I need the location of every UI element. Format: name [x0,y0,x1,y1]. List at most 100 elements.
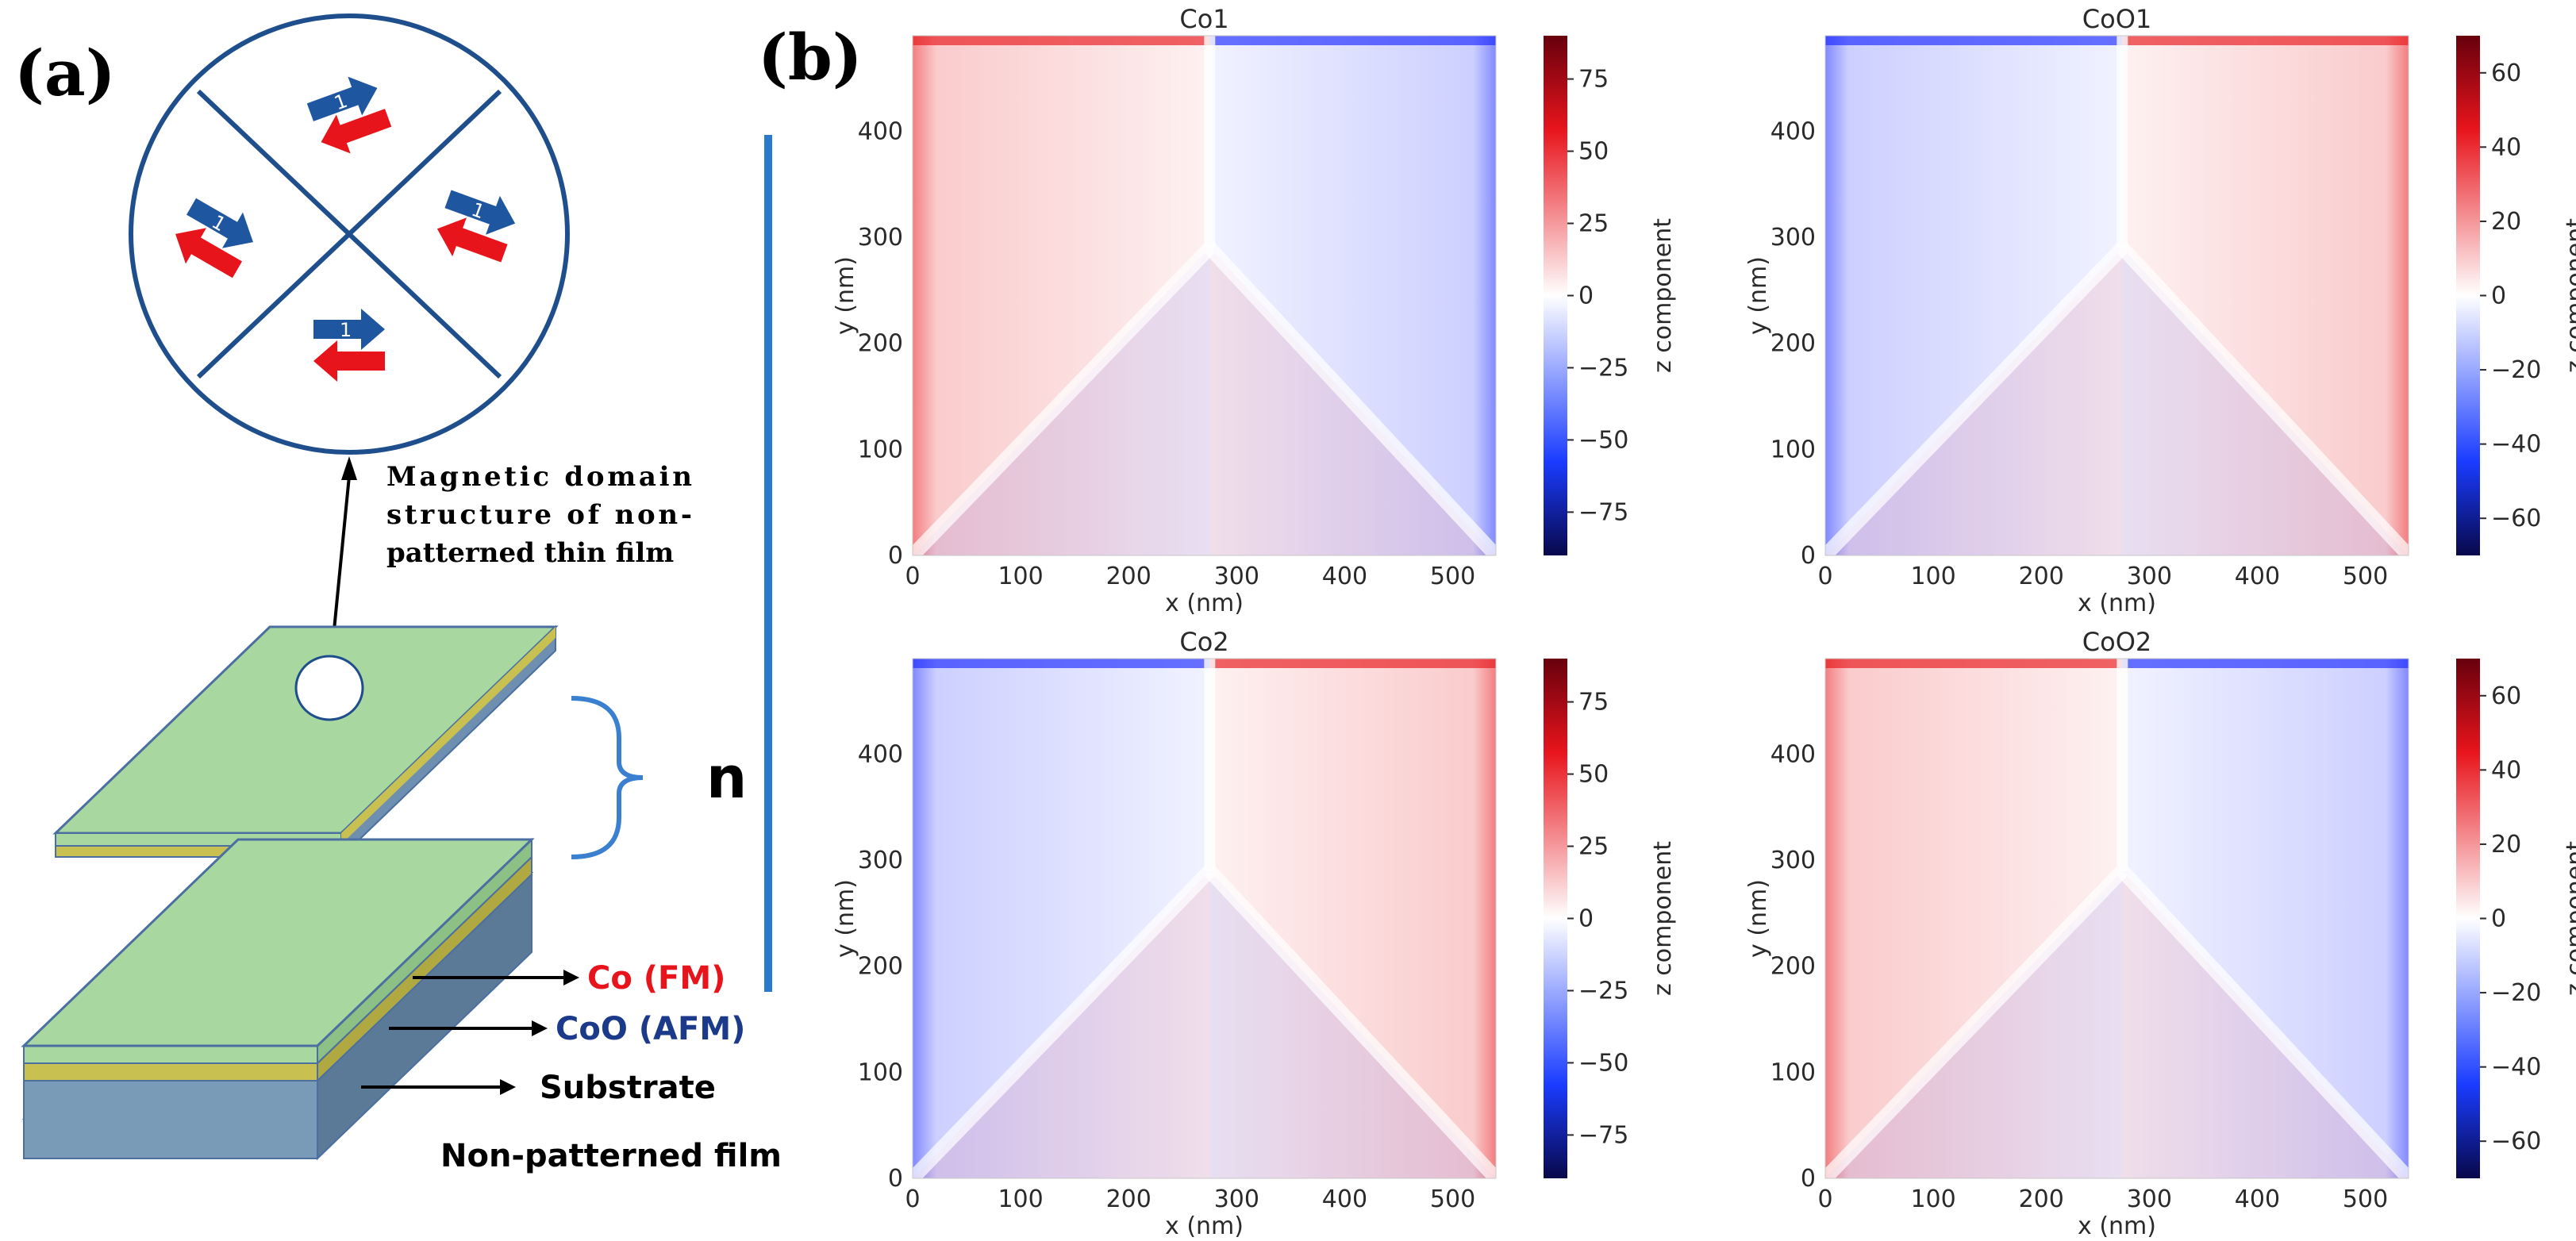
spin-pair-2: 1 [436,190,516,263]
y-tick-label: 300 [1771,224,1816,252]
colorbar-tick-label: −40 [2491,1054,2541,1082]
y-tick-label: 100 [1771,436,1816,463]
x-tick-label: 100 [998,563,1043,590]
top-left-edge [913,659,1210,668]
domain-wall-left [1820,866,2128,1184]
y-tick-label: 100 [1771,1058,1816,1086]
colorbar-tick-label: −60 [2491,1128,2541,1155]
colorbar [1544,36,1567,555]
x-tick-label: 0 [905,563,920,590]
colorbar-tick-label: −20 [2491,979,2541,1007]
colorbar-tick-label: −50 [1578,426,1628,454]
top-left-edge [913,36,1210,45]
domain-wall-right [2117,243,2414,561]
y-tick-label: 300 [858,224,903,252]
colorbar-label: z component [2562,841,2576,996]
x-tick-label: 300 [1214,1185,1259,1213]
y-tick-label: 400 [1771,117,1816,145]
y-tick-label: 400 [858,740,903,768]
bottom-right-domain [2122,248,2409,555]
red-spin-arrow [436,217,508,263]
blue-spin-arrow [306,76,378,121]
layer-labels: Co (FM) CoO (AFM) Substrate [361,960,745,1106]
y-tick-label: 0 [888,542,903,570]
top-left-edge [1825,36,2123,45]
plot-frame [912,35,1497,556]
x-tick-label: 300 [2127,1185,2172,1213]
colorbar-tick-label: 25 [1578,210,1609,238]
y-tick-label: 100 [858,1058,903,1086]
bottom-right-domain [2122,870,2409,1178]
x-tick-label: 500 [2343,563,2388,590]
y-tick-label: 300 [1771,847,1816,874]
top-right-edge [1209,659,1496,668]
arrow-glyph: 1 [340,319,352,341]
domain-wall-right [1204,243,1501,561]
colorbar-tick-label: 60 [2491,60,2521,87]
repeat-count-label: n [706,744,747,811]
x-tick-label: 500 [1430,563,1475,590]
layer-label-coo: CoO (AFM) [556,1011,745,1047]
x-tick-label: 400 [2235,563,2280,590]
heatmap-title: CoO2 [2082,627,2151,657]
film-caption: Non-patterned film [440,1138,782,1174]
colorbar [2456,659,2480,1178]
spin-pair-1: 1 [306,76,392,154]
colorbar-tick-label: 60 [2491,682,2521,710]
x-tick-label: 100 [1910,1185,1955,1213]
y-tick-label: 100 [858,436,903,463]
y-tick-label: 400 [858,117,903,145]
x-tick-label: 200 [2019,1185,2064,1213]
annotation-line-1: Magnetic domain [386,461,692,493]
panel-b-label: (b) [758,20,863,94]
colorbar-tick-label: 0 [2491,282,2506,310]
x-axis-label: x (nm) [1165,1212,1244,1240]
blue-spin-arrow [186,198,253,248]
colorbar-tick-label: −75 [1578,1121,1628,1149]
red-spin-arrow [321,109,392,154]
domain-divider-2 [196,89,502,379]
x-tick-label: 100 [998,1185,1043,1213]
x-tick-label: 500 [2343,1185,2388,1213]
colorbar-tick-label: 0 [1578,282,1594,310]
y-tick-label: 0 [1801,542,1816,570]
colorbar [2456,36,2480,555]
repeat-bracket [571,696,644,859]
y-tick-label: 200 [858,330,903,358]
x-tick-label: 400 [1322,563,1367,590]
y-tick-label: 300 [858,847,903,874]
annotation-line-2: structure of non- [386,499,692,531]
x-tick-label: 0 [905,1185,920,1213]
heatmap-title: Co2 [1179,627,1228,657]
colorbar [1544,659,1567,1178]
domain-wall-right [2117,866,2414,1184]
blue-spin-arrow [444,190,516,235]
y-tick-label: 400 [1771,740,1816,768]
x-tick-label: 200 [1106,563,1152,590]
colorbar-tick-label: −25 [1578,977,1628,1005]
blue-spin-arrow [313,309,385,350]
y-axis-label: y (nm) [832,256,859,335]
top-right-edge [2122,36,2409,45]
colorbar-tick-label: −20 [2491,356,2541,384]
bottom-film-stack [21,837,535,1161]
colorbar-tick-label: −75 [1578,498,1628,526]
x-tick-label: 300 [2127,563,2172,590]
y-tick-label: 200 [858,953,903,981]
panel-a-label: (a) [14,36,116,110]
x-tick-label: 0 [1817,563,1832,590]
annotation-line-3: patterned thin film [386,537,674,569]
y-axis-label: y (nm) [832,879,859,958]
colorbar-tick-label: 40 [2491,756,2521,784]
sample-hole [294,655,364,721]
y-axis-label: y (nm) [1744,879,1772,958]
panel-separator [764,135,772,992]
top-right-edge [2122,659,2409,668]
